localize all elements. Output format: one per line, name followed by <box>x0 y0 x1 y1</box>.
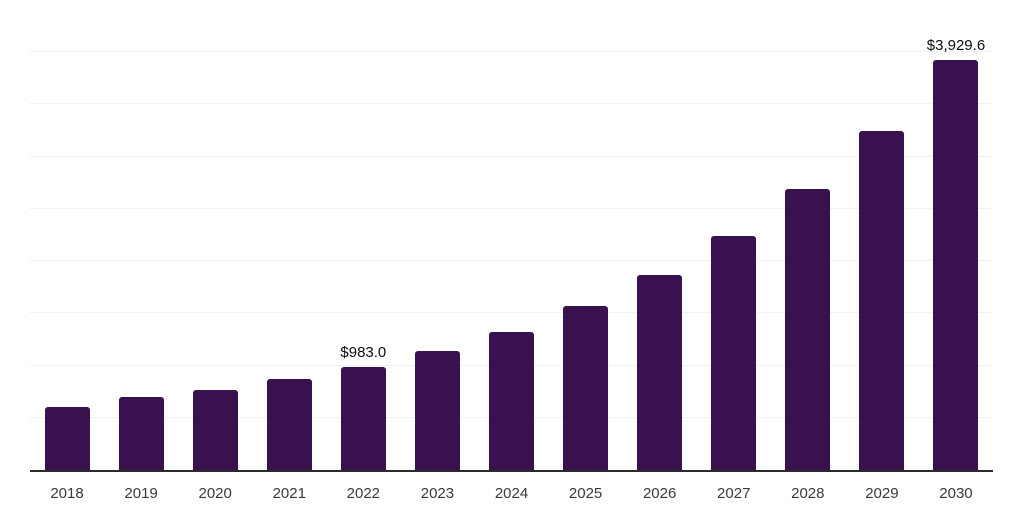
bar-cell-2025 <box>549 0 623 470</box>
bar-cell-2024 <box>474 0 548 470</box>
bar-cell-2029 <box>845 0 919 470</box>
x-axis-tick-labels: 2018 2019 2020 2021 2022 2023 2024 2025 2026 2027… <box>30 472 993 502</box>
bar-cell-2018 <box>30 0 104 470</box>
bar-cell-2020 <box>178 0 252 470</box>
plot-area: $983.0 $3,929.6 <box>30 0 993 472</box>
x-tick-label-2026: 2026 <box>642 485 677 502</box>
bar-2026 <box>637 275 683 470</box>
bar-cell-2030: $3,929.6 <box>919 0 993 470</box>
x-tick-label-2021: 2021 <box>272 485 306 502</box>
data-label-2022: $983.0 <box>340 344 387 362</box>
bar-cell-2023 <box>400 0 474 470</box>
gridline-2000 <box>30 260 993 262</box>
bar-2024 <box>489 331 534 470</box>
bar-cell-2021 <box>252 0 326 470</box>
x-axis-line <box>30 470 993 472</box>
bar-cell-2027 <box>697 0 771 470</box>
x-tick-label-2018: 2018 <box>50 485 84 502</box>
x-tick-label-2023: 2023 <box>420 485 455 502</box>
x-tick-label-2028: 2028 <box>791 485 825 502</box>
bar-cell-2028 <box>771 0 845 470</box>
bar-2028 <box>785 188 831 470</box>
bar-2030 <box>933 59 979 470</box>
x-tick-label-2025: 2025 <box>568 485 603 502</box>
bar-cell-2026 <box>623 0 697 470</box>
bar-2023 <box>414 351 460 470</box>
x-tick-label-2030: 2030 <box>939 485 973 502</box>
bar-2027 <box>711 236 757 470</box>
bar-cell-2019 <box>104 0 178 470</box>
bar-2019 <box>118 396 164 470</box>
bars-layer: $983.0 $3,929.6 <box>30 0 993 470</box>
gridline-3000 <box>30 155 993 157</box>
bar-2025 <box>563 305 609 470</box>
data-label-2030: $3,929.6 <box>926 36 986 54</box>
gridline-3500 <box>30 103 993 105</box>
x-tick-label-2019: 2019 <box>124 485 158 502</box>
bar-2021 <box>266 379 312 470</box>
gridline-2500 <box>30 207 993 209</box>
gridline-1500 <box>30 312 993 314</box>
x-tick-label-2024: 2024 <box>494 485 529 502</box>
bar-2029 <box>859 130 905 470</box>
gridline-4000 <box>30 51 993 53</box>
x-tick-label-2027: 2027 <box>717 485 751 502</box>
bar-cell-2022: $983.0 <box>326 0 400 470</box>
x-tick-label-2020: 2020 <box>198 485 232 502</box>
bar-2022 <box>340 367 386 470</box>
x-tick-label-2029: 2029 <box>865 485 899 502</box>
bar-2020 <box>192 390 238 470</box>
bar-2018 <box>44 406 90 470</box>
x-tick-label-2022: 2022 <box>346 485 381 502</box>
